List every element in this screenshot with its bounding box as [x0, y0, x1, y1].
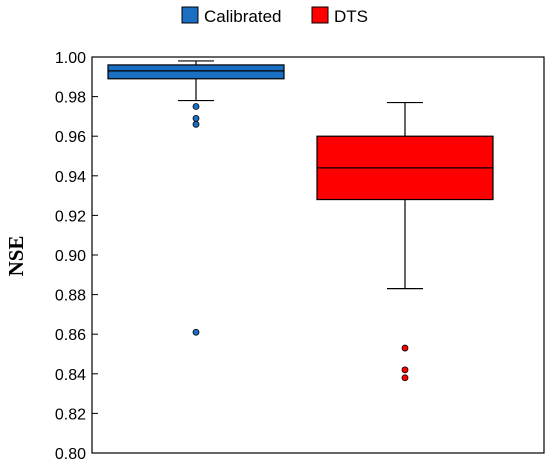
outlier-point: [192, 328, 200, 336]
box-dts: [316, 101, 494, 382]
y-tick-label: 0.92: [55, 208, 86, 225]
legend-swatch-dts: [311, 6, 329, 24]
y-tick-label: 0.98: [55, 90, 86, 107]
y-tick-label: 0.84: [55, 367, 86, 384]
legend-swatch-calibrated: [181, 6, 199, 24]
y-tick-label: 1.00: [55, 50, 86, 67]
outlier-point: [192, 120, 200, 128]
outlier-point: [192, 114, 200, 122]
y-tick-label: 0.94: [55, 169, 86, 186]
y-tick-label: 0.90: [55, 248, 86, 265]
plot-frame: [91, 56, 545, 454]
y-axis-title: NSE: [4, 236, 28, 277]
box-iqr: [107, 64, 285, 80]
legend-label-dts: DTS: [334, 7, 368, 26]
y-axis: 0.80 0.82 0.84 0.86 0.88 0.90 0.92 0.94 0.96 0.98…: [55, 50, 98, 463]
outlier-point: [401, 366, 409, 374]
y-tick-label: 0.88: [55, 288, 86, 305]
legend-label-calibrated: Calibrated: [204, 7, 282, 26]
outlier-point: [401, 374, 409, 382]
box-calibrated: [107, 60, 285, 336]
y-tick-label: 0.80: [55, 446, 86, 463]
outlier-point: [192, 103, 200, 110]
legend: Calibrated DTS: [181, 6, 368, 26]
y-tick-label: 0.96: [55, 129, 86, 146]
y-tick-label: 0.82: [55, 406, 86, 423]
outlier-point: [401, 344, 409, 352]
y-tick-label: 0.86: [55, 327, 86, 344]
boxes: [107, 60, 494, 382]
